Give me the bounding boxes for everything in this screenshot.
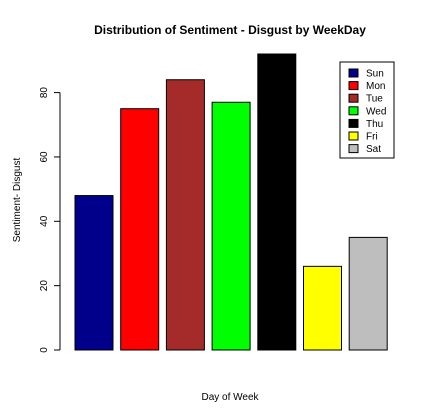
y-tick-label: 60	[39, 151, 50, 163]
legend-label-fri: Fri	[366, 132, 378, 143]
bar-mon	[120, 108, 160, 351]
legend-label-tue: Tue	[366, 94, 383, 105]
y-tick-label: 40	[39, 215, 50, 227]
bar-tue	[165, 79, 205, 351]
legend-swatch-mon	[348, 81, 359, 91]
bar-wed	[211, 101, 251, 351]
bar-sun	[74, 195, 114, 351]
legend-swatch-sun	[348, 68, 359, 78]
legend-swatch-fri	[348, 131, 359, 141]
legend-swatch-tue	[348, 93, 359, 103]
y-axis: 0 20 40 60 80	[39, 87, 61, 353]
bar-sat	[348, 236, 388, 351]
y-tick-label: 80	[39, 87, 50, 99]
legend-label-sat: Sat	[366, 144, 381, 155]
bars-group	[74, 53, 388, 351]
x-axis-label: Day of Week	[201, 392, 259, 403]
y-axis-label: Sentiment- Disgust	[12, 158, 23, 243]
legend-label-thu: Thu	[366, 119, 383, 130]
legend-label-mon: Mon	[366, 81, 385, 92]
legend-swatch-wed	[348, 106, 359, 116]
bar-fri	[303, 265, 342, 351]
chart-title: Distribution of Sentiment - Disgust by W…	[94, 23, 366, 37]
y-tick-label: 0	[39, 347, 50, 353]
bar-thu	[257, 53, 297, 351]
legend-label-sun: Sun	[366, 69, 384, 80]
y-tick-label: 20	[39, 280, 50, 292]
legend-swatch-sat	[348, 144, 359, 154]
legend-label-wed: Wed	[366, 106, 386, 117]
legend-swatch-thu	[348, 118, 359, 128]
